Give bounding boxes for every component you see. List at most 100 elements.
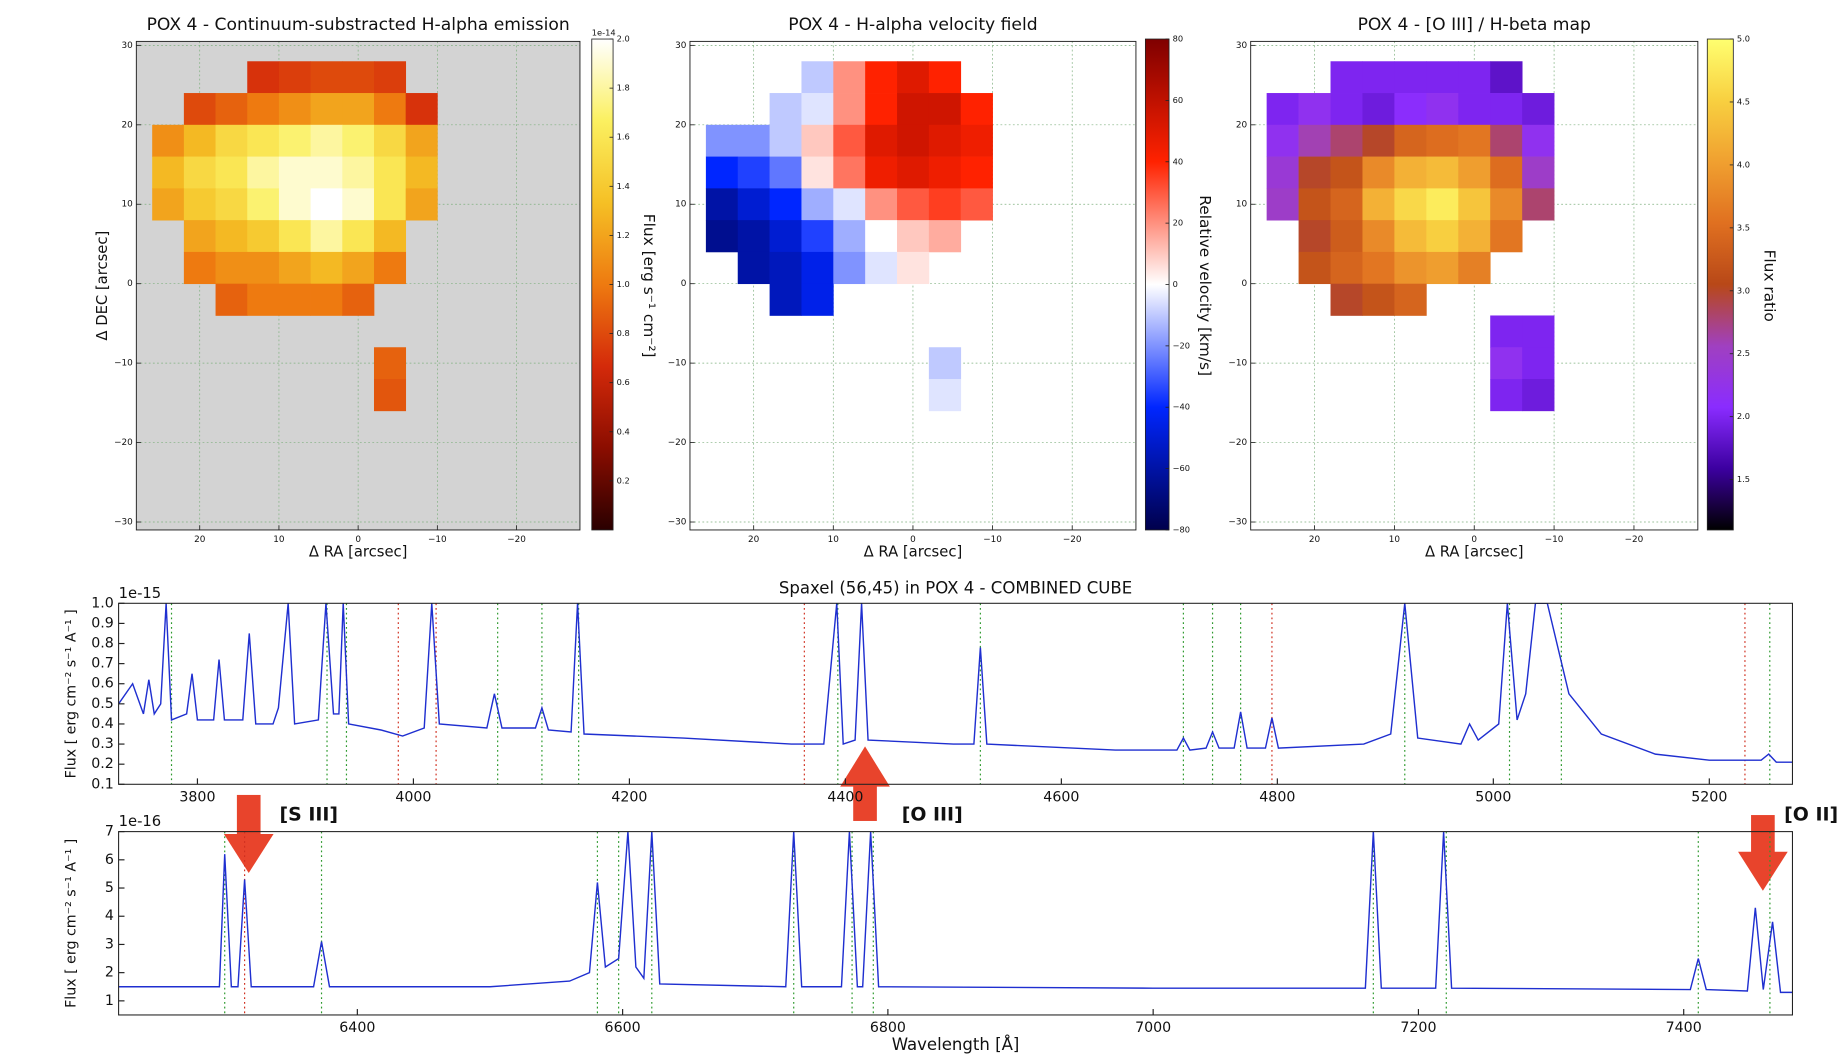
- heatmap-cell: [215, 251, 248, 285]
- x-tick-label: 10: [828, 535, 840, 545]
- heatmap-cell: [278, 93, 311, 126]
- heatmap-cell: [215, 283, 248, 316]
- colorbar-tick-label: 4.0: [1737, 159, 1750, 169]
- heatmap-cell: [928, 188, 962, 221]
- heatmap-cell: [897, 251, 930, 285]
- heatmap-cell: [152, 124, 185, 157]
- x-tick-label: 5000: [1475, 789, 1511, 805]
- heatmap-cell: [1394, 124, 1427, 157]
- heatmap-cell: [1394, 251, 1427, 285]
- y-tick-label: 0.2: [91, 756, 114, 772]
- annotation: [S III]: [279, 804, 338, 826]
- heatmap-cell: [310, 220, 343, 253]
- heatmap-cell: [1266, 93, 1299, 126]
- heatmap-cell: [1490, 93, 1523, 126]
- colorbar-tick-label: 3.0: [1737, 285, 1750, 295]
- heatmap-cell: [247, 251, 280, 285]
- heatmap-cell: [1330, 93, 1363, 126]
- heatmap-cell: [247, 156, 280, 189]
- heatmap-cell: [215, 93, 248, 126]
- heatmap-cell: [1458, 156, 1491, 189]
- x-tick-label: −20: [1063, 535, 1082, 545]
- y-tick-label: 4: [105, 908, 114, 924]
- heatmap-cell: [373, 188, 407, 221]
- heatmap-cell: [1330, 188, 1363, 221]
- heatmap-cell: [1266, 124, 1299, 157]
- y-tick-label: 10: [122, 200, 134, 210]
- heatmap-cell: [1490, 188, 1523, 221]
- heatmap-cell: [705, 188, 739, 221]
- colorbar-tick-label: 0.8: [617, 328, 630, 338]
- heatmap-cell: [1266, 156, 1299, 189]
- heatmap-cell: [1522, 347, 1555, 380]
- heatmap-cell: [1490, 347, 1523, 380]
- heatmap-cell: [373, 156, 407, 189]
- heatmap-cell: [1522, 188, 1555, 221]
- y-tick-label: 6: [105, 852, 114, 868]
- heatmap-cell: [897, 156, 930, 189]
- heatmap-cell: [960, 93, 993, 126]
- heatmap-cell: [310, 93, 343, 126]
- y-tick-label: 0.4: [91, 716, 114, 732]
- heatmap-cell: [1362, 188, 1395, 221]
- x-tick-label: −20: [1625, 535, 1644, 545]
- heatmap-cell: [1266, 188, 1299, 221]
- heatmap-cell: [405, 93, 438, 126]
- heatmap-cell: [769, 93, 802, 126]
- heatmap-cell: [865, 220, 898, 253]
- heatmap-cell: [1362, 156, 1395, 189]
- heatmap-cell: [183, 156, 216, 189]
- heatmap-cell: [897, 61, 930, 94]
- colorbar-tick-label: 0.4: [617, 426, 630, 436]
- heatmap-cell: [247, 61, 280, 94]
- heatmap-cell: [833, 188, 866, 221]
- x-tick-label: 4000: [395, 789, 431, 805]
- heatmap-cell: [865, 124, 898, 157]
- heatmap-cell: [737, 220, 770, 253]
- heatmap-cell: [865, 188, 898, 221]
- heatmap-cell: [1330, 283, 1363, 316]
- y-tick-label: −10: [668, 359, 687, 369]
- heatmap-cell: [865, 251, 898, 285]
- heatmap-cell: [1490, 156, 1523, 189]
- heatmap-cell: [342, 188, 375, 221]
- heatmap-cell: [152, 188, 185, 221]
- heatmap-cell: [342, 283, 375, 316]
- heatmap-cell: [1394, 283, 1427, 316]
- heatmap-cell: [1426, 251, 1459, 285]
- heatmap-cell: [833, 124, 866, 157]
- y-tick-label: 10: [675, 200, 687, 210]
- heatmap-cell: [405, 188, 438, 221]
- heatmap-cell: [865, 93, 898, 126]
- y-tick-label: 0: [1241, 279, 1247, 289]
- heatmap-cell: [928, 379, 962, 412]
- y-axis-label: Flux [ erg cm⁻² s⁻¹ A⁻¹ ]: [63, 609, 79, 778]
- y-tick-label: 20: [1236, 120, 1248, 130]
- y-tick-label: 0.1: [91, 776, 114, 792]
- heatmap-cell: [1394, 93, 1427, 126]
- heatmap-cell: [705, 220, 739, 253]
- colorbar-tick-label: −80: [1173, 524, 1190, 534]
- heatmap-cell: [1298, 156, 1331, 189]
- heatmap-cell: [183, 220, 216, 253]
- heatmap-cell: [373, 61, 407, 94]
- y-tick-label: 0.6: [91, 676, 114, 692]
- x-tick-label: 6800: [870, 1020, 906, 1036]
- x-tick-label: 5200: [1691, 789, 1727, 805]
- heatmap-cell: [1362, 251, 1395, 285]
- heatmap-cell: [1426, 61, 1459, 94]
- y-tick-label: 0.3: [91, 736, 114, 752]
- heatmap-cell: [247, 188, 280, 221]
- heatmap-cell: [1522, 124, 1555, 157]
- heatmap-cell: [865, 156, 898, 189]
- y-tick-label: −10: [1228, 359, 1247, 369]
- colorbar-tick-label: 2.0: [617, 34, 630, 44]
- heatmap-cell: [278, 220, 311, 253]
- heatmap-cell: [801, 93, 834, 126]
- heatmap-cell: [960, 188, 993, 221]
- heatmap-cell: [310, 124, 343, 157]
- colorbar-tick-label: 1.5: [1737, 474, 1750, 484]
- plot-frame: [118, 602, 1793, 785]
- x-tick-label: −10: [983, 535, 1002, 545]
- heatmap-cell: [769, 251, 802, 285]
